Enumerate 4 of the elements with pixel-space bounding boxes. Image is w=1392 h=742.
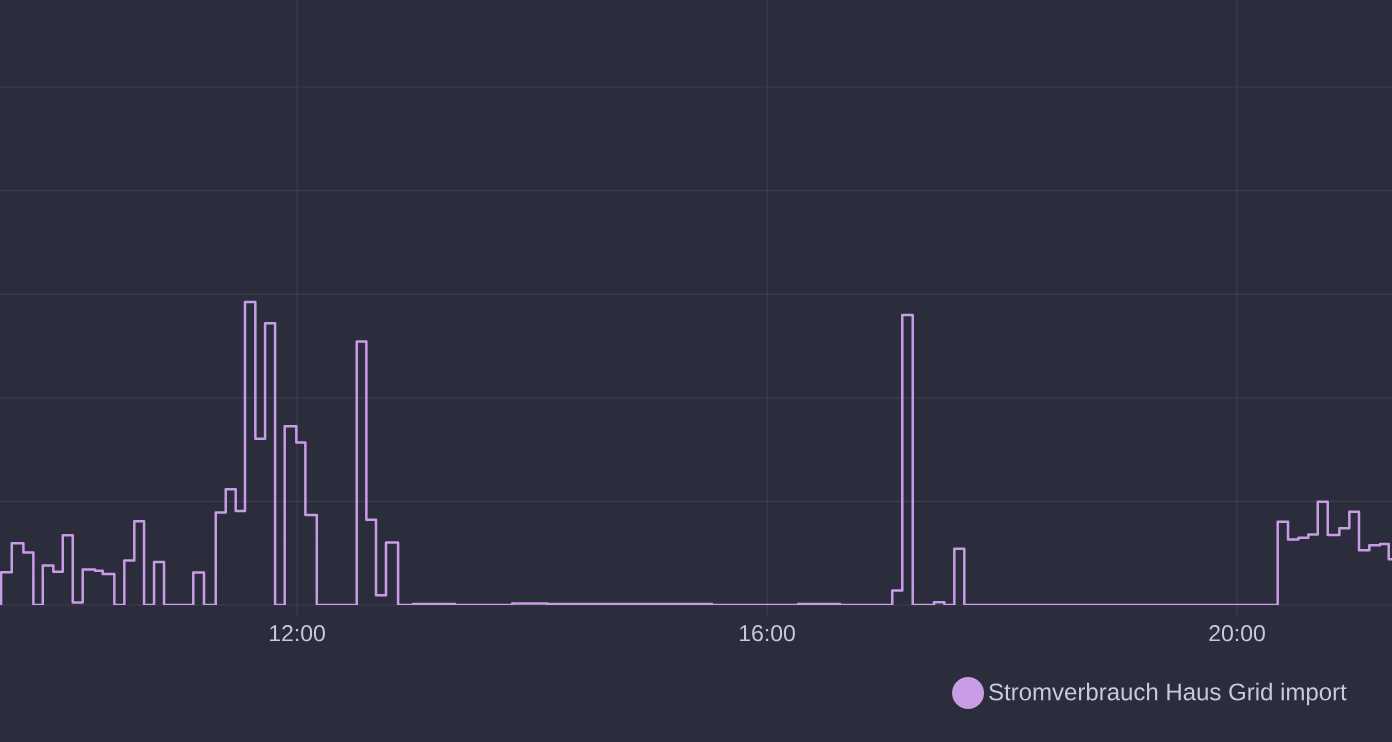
x-tick-label: 12:00 [270,625,325,642]
legend-label: Stromverbrauch Haus Grid import [989,682,1347,706]
x-tick-label: 20:00 [1209,625,1265,642]
x-tick-label: 16:00 [740,625,795,642]
